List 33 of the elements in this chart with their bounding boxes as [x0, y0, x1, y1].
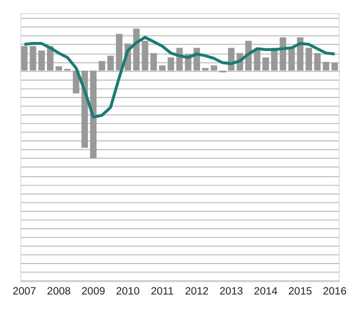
bar	[90, 70, 97, 158]
x-tick-label: 2010	[116, 285, 140, 298]
bar	[306, 48, 312, 71]
bar	[107, 56, 114, 71]
bar	[142, 40, 148, 71]
bar	[133, 28, 140, 71]
bar	[116, 34, 122, 71]
bar	[322, 62, 330, 71]
x-tick-label: 2007	[12, 285, 36, 298]
x-tick-label: 2009	[82, 285, 106, 298]
x-tick-label: 2011	[150, 285, 174, 298]
bar	[21, 46, 28, 71]
bar	[254, 48, 260, 71]
x-tick-label: 2014	[254, 285, 278, 298]
bar	[314, 53, 321, 71]
bar	[56, 66, 62, 71]
x-tick-label: 2016	[322, 285, 347, 298]
x-tick-label: 2015	[288, 285, 312, 298]
bar	[262, 57, 269, 71]
x-tick-label: 2008	[47, 285, 71, 298]
bar	[280, 37, 286, 71]
bar	[30, 46, 36, 71]
bar	[331, 62, 338, 71]
x-tick-label: 2012	[184, 285, 209, 298]
bar	[296, 37, 304, 71]
bar	[150, 53, 157, 71]
x-tick-label: 2013	[219, 285, 244, 298]
bar	[38, 50, 45, 71]
bar	[98, 60, 106, 71]
bar	[202, 68, 209, 71]
bar	[159, 65, 166, 71]
bar	[288, 48, 295, 71]
bar	[168, 57, 174, 71]
